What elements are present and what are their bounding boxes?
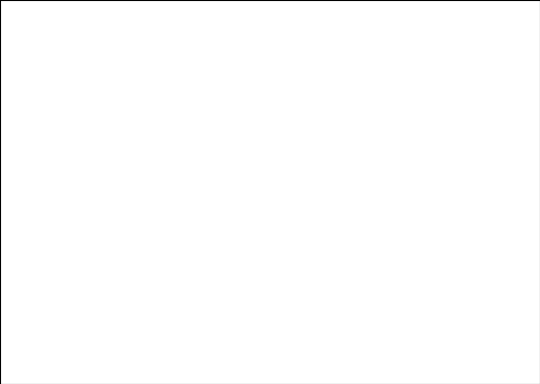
FancyBboxPatch shape [388, 228, 433, 266]
Bar [316, 126, 327, 228]
Text: GSM174762: GSM174762 [317, 229, 326, 284]
Bar [361, 149, 371, 228]
Text: GSM174759: GSM174759 [183, 229, 192, 284]
Text: GSM174891: GSM174891 [450, 229, 460, 284]
FancyBboxPatch shape [254, 228, 299, 266]
FancyBboxPatch shape [76, 228, 121, 266]
Bar [272, 211, 281, 228]
Text: GSM174761: GSM174761 [272, 229, 281, 284]
FancyBboxPatch shape [343, 228, 388, 266]
Bar [183, 206, 192, 228]
FancyBboxPatch shape [210, 228, 254, 266]
Text: GSM174757: GSM174757 [94, 229, 103, 284]
FancyBboxPatch shape [433, 228, 477, 266]
FancyBboxPatch shape [165, 228, 210, 266]
Bar [450, 209, 460, 228]
Text: GSM174758: GSM174758 [139, 229, 147, 284]
Text: GSM174764: GSM174764 [406, 229, 415, 284]
FancyBboxPatch shape [121, 228, 165, 266]
Bar [138, 46, 148, 228]
Bar [228, 218, 237, 228]
Title: GDS2748 / 1455455_at: GDS2748 / 1455455_at [196, 30, 357, 44]
Bar [94, 204, 103, 228]
Bar [406, 206, 415, 228]
Text: GSM174760: GSM174760 [228, 229, 237, 284]
FancyBboxPatch shape [299, 228, 343, 266]
Text: GSM174763: GSM174763 [361, 229, 370, 284]
